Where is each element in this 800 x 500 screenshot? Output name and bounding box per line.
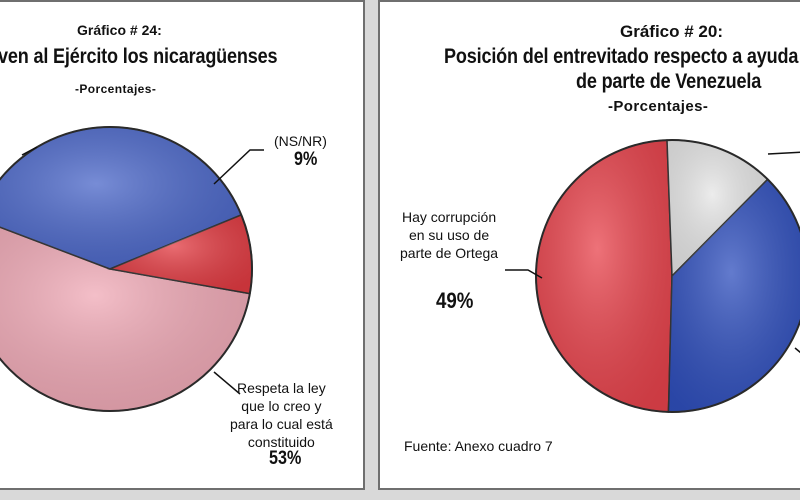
right-chart-title-line2: de parte de Venezuela [576, 70, 762, 93]
right-chart-title-line1: Posición del entrevitado respecto a ayud… [444, 45, 799, 68]
right-pie-slice-shade-0 [535, 140, 672, 412]
right-slice-pct-corrupcion: 49% [436, 288, 474, 313]
right-leader-line-2 [794, 347, 800, 354]
right-pie-slice-shade-2 [668, 179, 800, 412]
left-pie-rim [0, 126, 253, 412]
right-leader-line-1 [767, 151, 800, 155]
left-pie-slice-shade-0 [0, 227, 250, 411]
left-pie-slice-shade-1 [0, 127, 242, 269]
left-chart-panel: Gráfico # 24: ven al Ejército los nicara… [0, 0, 365, 490]
right-slice-label-corrupcion: Hay corrupción en su uso de parte de Ort… [400, 209, 499, 261]
right-pie-chart [505, 139, 800, 413]
left-pie-chart [0, 126, 264, 412]
left-chart-title: ven al Ejército los nicaragüenses [0, 45, 278, 68]
right-pie-slice-shade-1 [667, 140, 768, 276]
left-leader-line-2 [21, 146, 38, 156]
right-chart-source: Fuente: Anexo cuadro 7 [404, 438, 553, 454]
right-pie-rim [535, 139, 800, 413]
left-slice-label-respeta: Respeta la ley que lo creo y para lo cua… [230, 380, 333, 450]
left-chart-number-label: Gráfico # 24: [77, 22, 162, 38]
left-slice-label-nsnr: (NS/NR) [274, 133, 327, 149]
right-chart-number-label: Gráfico # 20: [620, 22, 723, 41]
left-pie-slice-shade-2 [110, 214, 252, 294]
left-chart-subtitle: -Porcentajes- [75, 82, 157, 96]
right-chart-panel: Gráfico # 20: Posición del entrevitado r… [378, 0, 800, 490]
left-slice-pct-respeta: 53% [269, 448, 302, 469]
left-slice-pct-nsnr: 9% [294, 149, 318, 170]
left-leader-line-1 [213, 371, 241, 395]
right-leader-line-0 [505, 269, 543, 279]
right-chart-subtitle: -Porcentajes- [608, 98, 709, 115]
left-leader-line-0 [213, 149, 264, 185]
